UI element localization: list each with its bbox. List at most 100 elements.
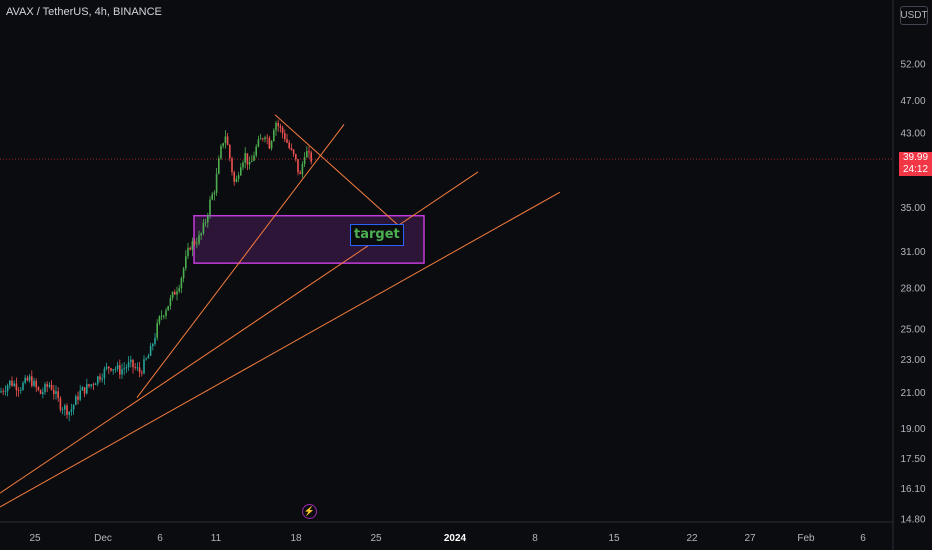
candle-body (143, 359, 145, 374)
time-axis: 25 Dec 6 11 18 25 2024 8 15 22 27 Feb 6 (29, 533, 866, 544)
price-axis: 52.00 47.00 43.00 35.00 31.00 28.00 25.00 23.00… (900, 60, 925, 526)
candle-body (79, 390, 81, 400)
time-tick-label: 25 (29, 533, 41, 544)
candle-body (103, 368, 106, 379)
candle-body (220, 146, 222, 159)
candle-body (57, 391, 59, 399)
candle-body (303, 157, 306, 165)
candle-body (200, 233, 202, 236)
candle-body (279, 126, 282, 128)
time-tick-label: 6 (157, 533, 163, 544)
last-price-label: 39.99 (899, 152, 932, 165)
candle-body (233, 172, 235, 182)
candle-body (121, 369, 123, 375)
candle-body (17, 390, 20, 391)
candle-body (11, 380, 13, 386)
candle-body (178, 288, 180, 292)
candle-body (244, 153, 246, 163)
candle-body (97, 376, 99, 384)
price-tick-label: 19.00 (900, 424, 925, 435)
candle-body (306, 151, 308, 158)
candle-body (136, 367, 139, 369)
candle-body (53, 389, 55, 394)
candle-body (176, 291, 178, 295)
candles-layer (0, 119, 312, 422)
candle-body (61, 409, 64, 411)
time-tick-label: 27 (744, 533, 756, 544)
candle-body (130, 359, 132, 363)
candle-body (211, 194, 213, 200)
candle-body (134, 367, 136, 368)
price-tick-label: 31.00 (900, 247, 925, 258)
candle-body (123, 368, 125, 370)
price-tick-label: 47.00 (900, 96, 925, 107)
candle-body (299, 172, 301, 175)
candle-body (31, 376, 33, 386)
time-tick-label: 25 (370, 533, 382, 544)
candle-body (26, 377, 29, 381)
candle-body (268, 138, 271, 149)
candle-body (13, 383, 15, 386)
candle-body (2, 391, 4, 393)
candle-body (229, 145, 231, 159)
candle-body (281, 127, 284, 134)
candle-body (108, 366, 110, 369)
candle-body (147, 355, 150, 359)
candle-body (39, 389, 42, 394)
candle-body (81, 387, 84, 391)
candle-body (270, 141, 273, 149)
candle-body (169, 297, 172, 306)
candle-body (42, 392, 44, 394)
price-tick-label: 43.00 (900, 128, 925, 139)
candle-body (59, 398, 62, 410)
candle-body (64, 405, 66, 410)
candle-body (86, 384, 88, 394)
candle-body (231, 158, 233, 173)
candle-body (180, 278, 183, 289)
trendline-4 (0, 191, 561, 508)
time-tick-label: 2024 (444, 533, 467, 544)
candle-body (198, 235, 200, 244)
candle-body (90, 384, 92, 387)
candle-body (308, 151, 310, 153)
candle-body (257, 139, 260, 147)
candle-body (165, 310, 167, 316)
time-tick-label: 15 (608, 533, 620, 544)
price-tick-label: 35.00 (900, 203, 925, 214)
candle-body (138, 367, 141, 373)
trendline-1 (274, 114, 403, 230)
candle-body (94, 383, 97, 385)
candle-body (88, 384, 90, 387)
candle-body (48, 384, 51, 387)
candle-body (44, 384, 46, 393)
candle-body (224, 136, 227, 144)
candle-body (189, 247, 191, 250)
candle-body (55, 391, 57, 394)
candle-body (112, 369, 114, 371)
time-tick-label: 6 (860, 533, 866, 544)
candle-body (185, 256, 187, 269)
candle-body (240, 167, 242, 176)
candle-body (288, 142, 290, 148)
candle-body (290, 147, 293, 150)
candle-body (213, 192, 216, 195)
candle-body (119, 365, 121, 375)
candle-body (292, 149, 295, 155)
candle-body (193, 241, 196, 245)
candle-body (99, 376, 101, 380)
candle-body (182, 268, 185, 279)
candle-body (75, 396, 77, 405)
candle-body (237, 175, 240, 179)
currency-button[interactable]: USDT (900, 6, 928, 25)
candle-body (66, 405, 68, 415)
candle-body (114, 368, 117, 370)
candle-body (242, 162, 244, 168)
candle-body (277, 122, 279, 127)
time-tick-label: Dec (94, 533, 112, 544)
lightning-icon[interactable]: ⚡ (302, 504, 317, 519)
target-label[interactable]: target (350, 224, 404, 246)
candle-body (6, 385, 9, 392)
candle-body (167, 305, 169, 311)
candle-body (174, 291, 176, 295)
